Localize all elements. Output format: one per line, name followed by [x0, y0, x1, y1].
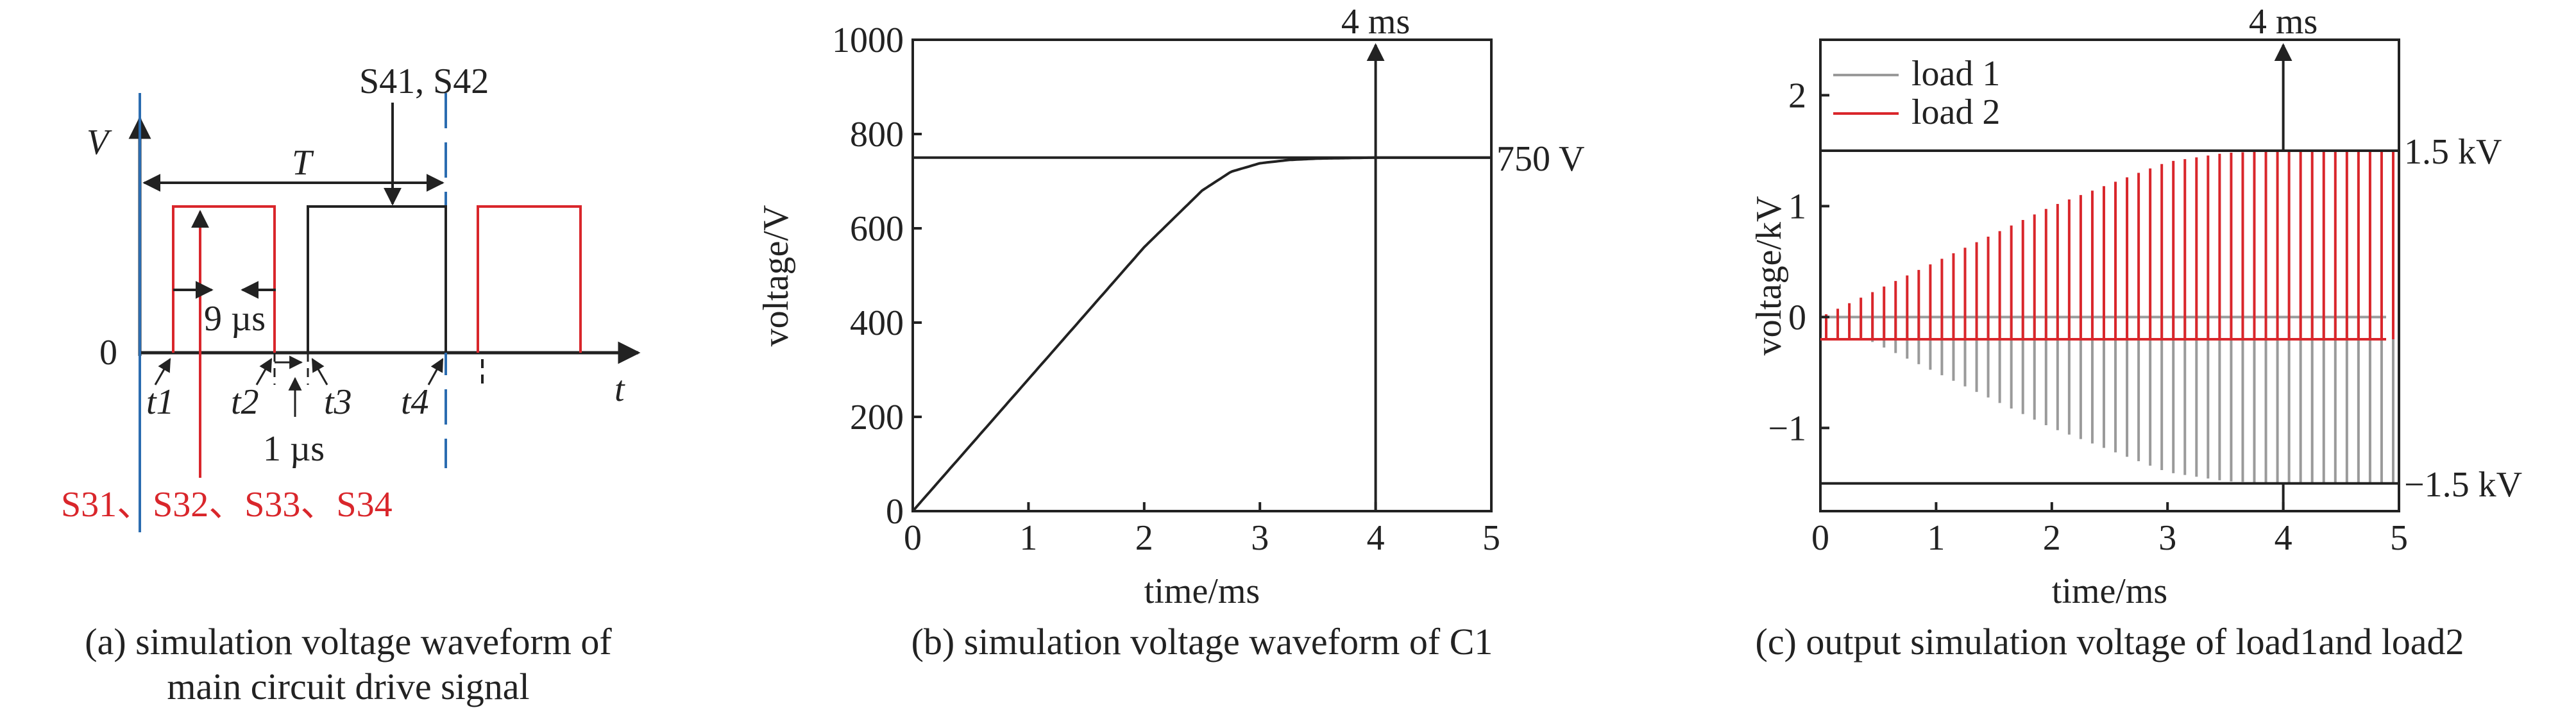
panel-c-y-ticks: −1 0 1 2 — [1768, 76, 1829, 448]
panel-c-x-tick-label: 0 — [1811, 518, 1829, 558]
panel-c-marker: 4 ms — [2249, 2, 2318, 511]
panel-c-load-voltage: 1.5 kV −1.5 kV 0 1 2 3 4 5 −1 0 1 2 4 ms load 1 l… — [1749, 2, 2522, 662]
panel-a-v-label: V — [87, 122, 112, 162]
panel-b-y-tick-label: 600 — [850, 209, 904, 249]
panel-c-y-axis-label: voltage/kV — [1749, 196, 1789, 356]
panel-b-capacitor-voltage: 0 1 2 3 4 5 0 200 400 600 800 1000 750 V 4 ms time… — [756, 2, 1584, 662]
panel-c-x-tick-label: 5 — [2390, 518, 2408, 558]
panel-a-t2-label: t2 — [231, 382, 259, 422]
panel-a-s3-label: S31、S32、S33、S34 — [61, 485, 393, 525]
panel-a-t1-label: t1 — [146, 382, 174, 422]
panel-b-marker: 4 ms — [1341, 2, 1410, 511]
panel-b-x-tick-label: 2 — [1135, 518, 1153, 558]
panel-c-plot-frame — [1819, 38, 2400, 512]
panel-a-t3-pointer — [311, 358, 328, 385]
panel-a-caption-line1: (a) simulation voltage waveform of — [85, 621, 612, 662]
panel-b-y-tick-label: 400 — [850, 303, 904, 343]
legend-label-load-1: load 1 — [1911, 54, 2000, 94]
panel-b-y-tick-label: 0 — [886, 492, 904, 532]
panel-b-x-tick-label: 1 — [1019, 518, 1037, 558]
panel-b-plot-frame — [911, 38, 1493, 512]
panel-c-y-tick-label: −1 — [1768, 409, 1806, 448]
panel-a-s41-pulse — [307, 205, 447, 353]
panel-b-x-tick-label: 3 — [1251, 518, 1269, 558]
panel-c-x-tick-label: 4 — [2275, 518, 2292, 558]
panel-a-9us-label: 9 µs — [204, 299, 266, 339]
panel-c-reference-label: −1.5 kV — [2404, 465, 2522, 505]
panel-b-y-ticks: 0 200 400 600 800 1000 — [832, 21, 922, 532]
panel-b-x-tick-label: 0 — [904, 518, 922, 558]
panel-a-t2-pointer — [255, 358, 273, 385]
panel-c-x-axis-label: time/ms — [2052, 571, 2167, 611]
panel-a-t3-label: t3 — [324, 382, 352, 422]
panel-a-1us-label: 1 µs — [263, 429, 325, 469]
panel-c-y-tick-label: 1 — [1788, 187, 1806, 226]
panel-c-references: 1.5 kV −1.5 kV — [1820, 132, 2522, 505]
panel-b-y-tick-label: 200 — [850, 398, 904, 437]
panel-a-t4-pointer — [427, 358, 444, 385]
panel-b-x-tick-label: 5 — [1482, 518, 1500, 558]
panel-a-zero-label: 0 — [99, 333, 117, 373]
legend-label-load-2: load 2 — [1911, 92, 2000, 132]
panel-b-x-tick-label: 4 — [1367, 518, 1385, 558]
panel-a-red-pulse-2 — [477, 205, 582, 353]
panel-c-legend: load 1 load 2 — [1833, 54, 2000, 132]
panel-c-marker-label: 4 ms — [2249, 2, 2318, 42]
panel-a-s41-label: S41, S42 — [359, 62, 489, 101]
panel-b-reference-label: 750 V — [1496, 139, 1584, 179]
panel-c-x-ticks: 0 1 2 3 4 5 — [1811, 502, 2408, 558]
panel-c-x-tick-label: 2 — [2043, 518, 2061, 558]
panel-c-x-tick-label: 1 — [1927, 518, 1945, 558]
panel-a-t-label: t — [614, 369, 625, 409]
panel-a-red-pulse-1 — [172, 205, 276, 353]
panel-c-caption: (c) output simulation voltage of load1an… — [1756, 621, 2464, 662]
panel-c-reference-label: 1.5 kV — [2404, 132, 2502, 172]
panel-b-marker-label: 4 ms — [1341, 2, 1410, 42]
panel-c-x-tick-label: 3 — [2158, 518, 2176, 558]
panel-a-t1-pointer — [154, 358, 171, 385]
panel-a-caption-line2: main circuit drive signal — [167, 666, 529, 707]
panel-b-y-axis-label: voltage/V — [756, 205, 796, 347]
panel-b-caption: (b) simulation voltage waveform of C1 — [911, 621, 1493, 662]
panel-b-x-axis-label: time/ms — [1144, 571, 1260, 611]
panel-b-series-line — [911, 156, 1491, 512]
panel-a-t4-label: t4 — [401, 382, 429, 422]
panel-c-spikes — [1820, 150, 2394, 484]
panel-c-y-tick-label: 2 — [1788, 76, 1806, 115]
panel-b-y-tick-label: 1000 — [832, 21, 904, 60]
panel-b-y-tick-label: 800 — [850, 115, 904, 155]
panel-a-drive-signal: V t 0 T S41, S42 S31、S32、S33、S34 9 µs 1 … — [61, 62, 641, 707]
panel-a-period-label: T — [292, 143, 314, 183]
panel-c-y-tick-label: 0 — [1788, 298, 1806, 337]
